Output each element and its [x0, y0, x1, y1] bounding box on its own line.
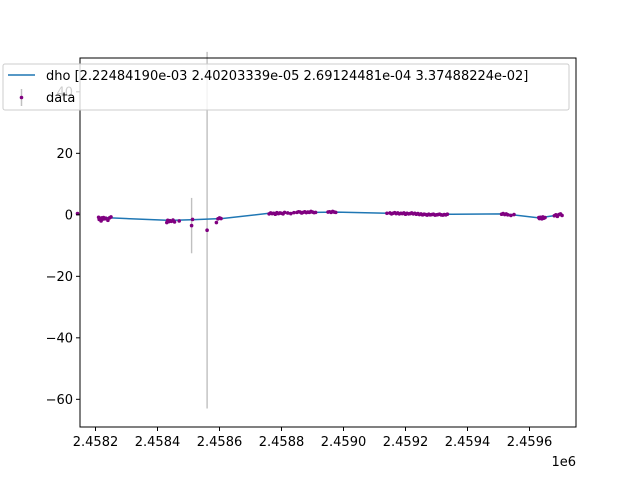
- data-point-59: [333, 210, 338, 215]
- data-point-18: [172, 220, 177, 224]
- x-tick-label-3: 2.4588: [259, 435, 305, 450]
- y-tick-label-2: −20: [46, 270, 73, 285]
- data-point-21: [190, 217, 195, 222]
- data-point-53: [313, 210, 318, 215]
- y-tick-label-3: 0: [65, 208, 73, 223]
- x-tick-label-1: 2.4584: [135, 435, 181, 450]
- data-point-39: [289, 211, 293, 216]
- legend-box: [2, 63, 570, 111]
- legend: dho [2.22484190e-03 2.40203339e-05 2.691…: [2, 63, 570, 111]
- legend-label-data: data: [46, 91, 75, 106]
- data-point-106: [512, 212, 516, 217]
- y-tick-label-4: 20: [56, 147, 73, 162]
- y-axis: −60−40−2002040: [46, 85, 80, 408]
- data-point-104: [506, 213, 510, 217]
- legend-label-dho: dho [2.22484190e-03 2.40203339e-05 2.691…: [46, 69, 528, 84]
- data-point-120: [560, 213, 564, 218]
- x-tick-label-5: 2.4592: [383, 435, 429, 450]
- data-point-114: [543, 215, 547, 220]
- x-tick-label-6: 2.4594: [445, 435, 491, 450]
- y-tick-label-1: −40: [46, 331, 73, 346]
- data-point-22: [205, 228, 209, 232]
- axes-frame: [79, 57, 577, 428]
- data-point-40: [292, 210, 296, 215]
- x-tick-label-4: 2.4590: [321, 435, 367, 450]
- data-point-20: [189, 223, 194, 228]
- data-point-19: [177, 219, 181, 223]
- x-tick-label-2: 2.4586: [197, 435, 243, 450]
- x-axis: 2.4582 2.4584 2.4586 2.4588 2.4590 2.4592 2.45…: [73, 427, 553, 450]
- data-point-38: [285, 211, 290, 215]
- data-point-11: [109, 215, 113, 219]
- data-point-37: [282, 210, 287, 215]
- x-tick-label-0: 2.4582: [73, 435, 119, 450]
- data-point-105: [509, 213, 513, 218]
- data-point-26: [219, 216, 223, 221]
- data-point-60: [385, 211, 389, 216]
- x-tick-label-7: 2.4596: [507, 435, 553, 450]
- data-point-23: [214, 220, 219, 225]
- x-offset-label: 1e6: [551, 455, 576, 470]
- y-tick-label-0: −60: [46, 393, 73, 408]
- data-point-99: [445, 212, 450, 217]
- plot-area: [75, 51, 564, 409]
- legend-marker-swatch: [19, 95, 24, 100]
